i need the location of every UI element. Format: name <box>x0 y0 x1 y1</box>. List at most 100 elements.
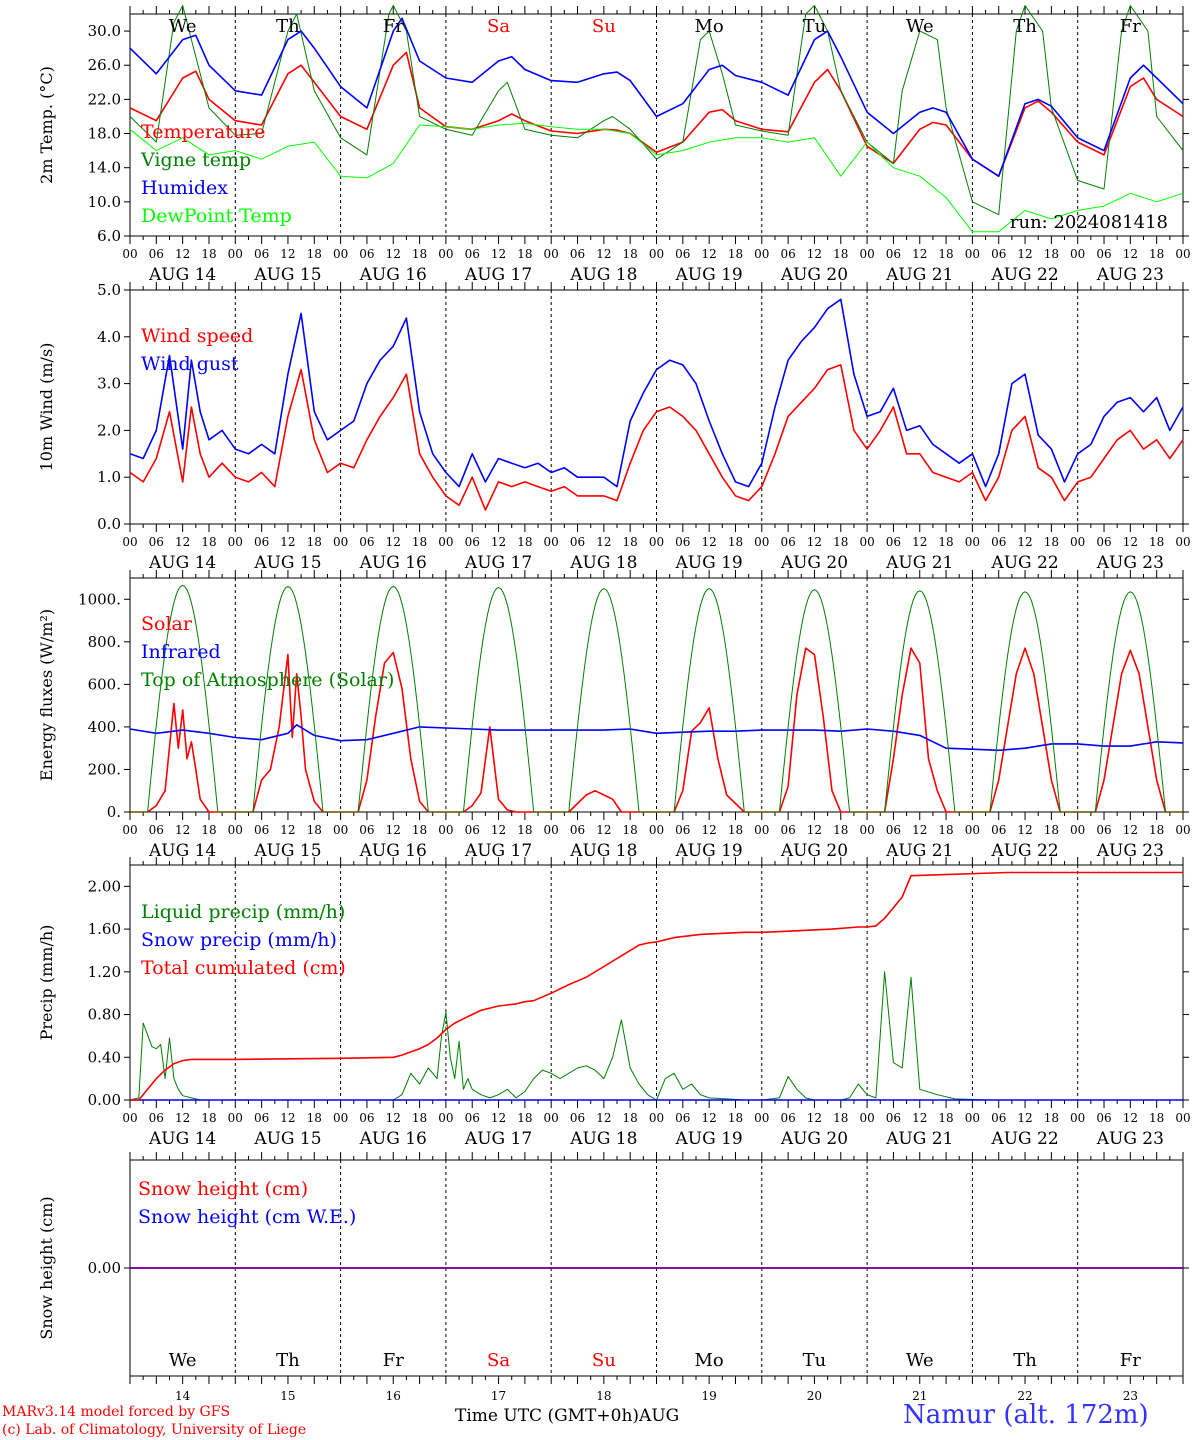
hour-tick-label: 06 <box>675 1111 690 1125</box>
hour-tick-label: 12 <box>280 535 295 549</box>
y-tick-label: 2.0 <box>97 421 121 439</box>
hour-tick-label: 00 <box>333 247 348 261</box>
date-label: AUG 22 <box>990 265 1058 285</box>
series-dewpoint <box>129 122 1184 233</box>
date-label: AUG 16 <box>359 841 427 861</box>
y-tick-label: 2.00 <box>88 877 121 895</box>
hour-tick-label: 18 <box>307 535 322 549</box>
hour-tick-label: 00 <box>649 535 664 549</box>
date-label: AUG 17 <box>464 1129 532 1149</box>
date-label: AUG 18 <box>569 553 637 573</box>
hour-tick-label: 00 <box>1070 247 1085 261</box>
hour-tick-label: 18 <box>412 823 427 837</box>
hour-tick-label: 18 <box>412 1111 427 1125</box>
hour-tick-label: 00 <box>544 823 559 837</box>
series-solar <box>129 364 1184 511</box>
day-name: Th <box>276 16 300 37</box>
hour-tick-label: 12 <box>702 823 717 837</box>
hour-tick-label: 00 <box>649 1111 664 1125</box>
hour-tick-label: 12 <box>386 823 401 837</box>
hour-tick-label: 00 <box>438 1111 453 1125</box>
series-temperature <box>129 51 1184 177</box>
hour-tick-label: 06 <box>780 823 795 837</box>
hour-tick-label: 00 <box>1175 535 1190 549</box>
hour-tick-label: 06 <box>254 1111 269 1125</box>
hour-tick-label: 06 <box>359 535 374 549</box>
day-name: We <box>169 1350 197 1371</box>
hour-tick-label: 06 <box>254 535 269 549</box>
date-label: AUG 22 <box>990 1129 1058 1149</box>
hour-tick-label: 00 <box>859 247 874 261</box>
legend-humidex: Wind gust <box>141 353 239 375</box>
hour-tick-label: 18 <box>833 247 848 261</box>
date-label: AUG 23 <box>1096 841 1164 861</box>
hour-tick-label: 00 <box>1070 1111 1085 1125</box>
hour-tick-label: 12 <box>175 247 190 261</box>
y-tick-label: 0.0 <box>97 515 121 533</box>
legend-liquid: Liquid precip (mm/h) <box>141 901 345 923</box>
hour-tick-label: 00 <box>544 1111 559 1125</box>
hour-tick-label: 18 <box>201 247 216 261</box>
hour-tick-label: 06 <box>886 247 901 261</box>
hour-tick-label: 00 <box>649 247 664 261</box>
hour-tick-label: 06 <box>465 535 480 549</box>
hour-tick-label: 06 <box>359 247 374 261</box>
date-label: AUG 20 <box>780 841 848 861</box>
hour-tick-label: 00 <box>965 1111 980 1125</box>
day-number: 19 <box>702 1389 717 1403</box>
date-label: AUG 16 <box>359 553 427 573</box>
legend-total_cum: Total cumulated (cm) <box>141 957 346 979</box>
y-tick-label: 10.0 <box>88 193 121 211</box>
hour-tick-label: 12 <box>491 1111 506 1125</box>
hour-tick-label: 06 <box>359 1111 374 1125</box>
hour-tick-label: 18 <box>728 1111 743 1125</box>
hour-tick-label: 00 <box>965 247 980 261</box>
hour-tick-label: 00 <box>122 823 137 837</box>
legend-humidex: Humidex <box>141 177 228 199</box>
hour-tick-label: 12 <box>807 823 822 837</box>
hour-tick-label: 06 <box>675 823 690 837</box>
day-name: Fr <box>383 16 404 37</box>
hour-tick-label: 12 <box>175 823 190 837</box>
hour-tick-label: 12 <box>596 1111 611 1125</box>
hour-tick-label: 06 <box>149 535 164 549</box>
date-label: AUG 14 <box>148 841 216 861</box>
date-label: AUG 21 <box>885 265 953 285</box>
date-label: AUG 17 <box>464 553 532 573</box>
hour-tick-label: 18 <box>728 823 743 837</box>
hour-tick-label: 00 <box>122 535 137 549</box>
day-name: Sa <box>487 1350 510 1371</box>
legend-toa: Top of Atmosphere (Solar) <box>141 669 394 691</box>
hour-tick-label: 06 <box>149 247 164 261</box>
lab-line: (c) Lab. of Climatology, University of L… <box>2 1422 307 1438</box>
hour-tick-label: 18 <box>1149 535 1164 549</box>
hour-tick-label: 12 <box>596 247 611 261</box>
day-name: Tu <box>803 1350 827 1371</box>
hour-tick-label: 18 <box>1044 823 1059 837</box>
hour-tick-label: 12 <box>702 247 717 261</box>
hour-tick-label: 18 <box>517 535 532 549</box>
hour-tick-label: 18 <box>1044 247 1059 261</box>
hour-tick-label: 18 <box>307 823 322 837</box>
y-tick-label: 1000. <box>78 590 121 608</box>
hour-tick-label: 12 <box>807 247 822 261</box>
hour-tick-label: 18 <box>412 535 427 549</box>
hour-tick-label: 18 <box>201 1111 216 1125</box>
hour-tick-label: 00 <box>754 535 769 549</box>
hour-tick-label: 06 <box>780 1111 795 1125</box>
hour-tick-label: 12 <box>175 1111 190 1125</box>
hour-tick-label: 12 <box>1123 1111 1138 1125</box>
hour-tick-label: 12 <box>596 535 611 549</box>
model-credit: MARv3.14 model forced by GFS (c) Lab. of… <box>2 1403 306 1439</box>
hour-tick-label: 12 <box>280 1111 295 1125</box>
hour-tick-label: 06 <box>886 1111 901 1125</box>
hour-tick-label: 00 <box>754 823 769 837</box>
y-tick-label: 0.40 <box>88 1048 121 1066</box>
hour-tick-label: 12 <box>491 823 506 837</box>
x-axis-title: Time UTC (GMT+0h)AUG <box>455 1406 679 1426</box>
y-axis-label: Precip (mm/h) <box>37 925 56 1041</box>
hour-tick-label: 12 <box>807 1111 822 1125</box>
day-name: We <box>906 16 934 37</box>
hour-tick-label: 18 <box>201 535 216 549</box>
y-tick-label: 30.0 <box>88 22 121 40</box>
